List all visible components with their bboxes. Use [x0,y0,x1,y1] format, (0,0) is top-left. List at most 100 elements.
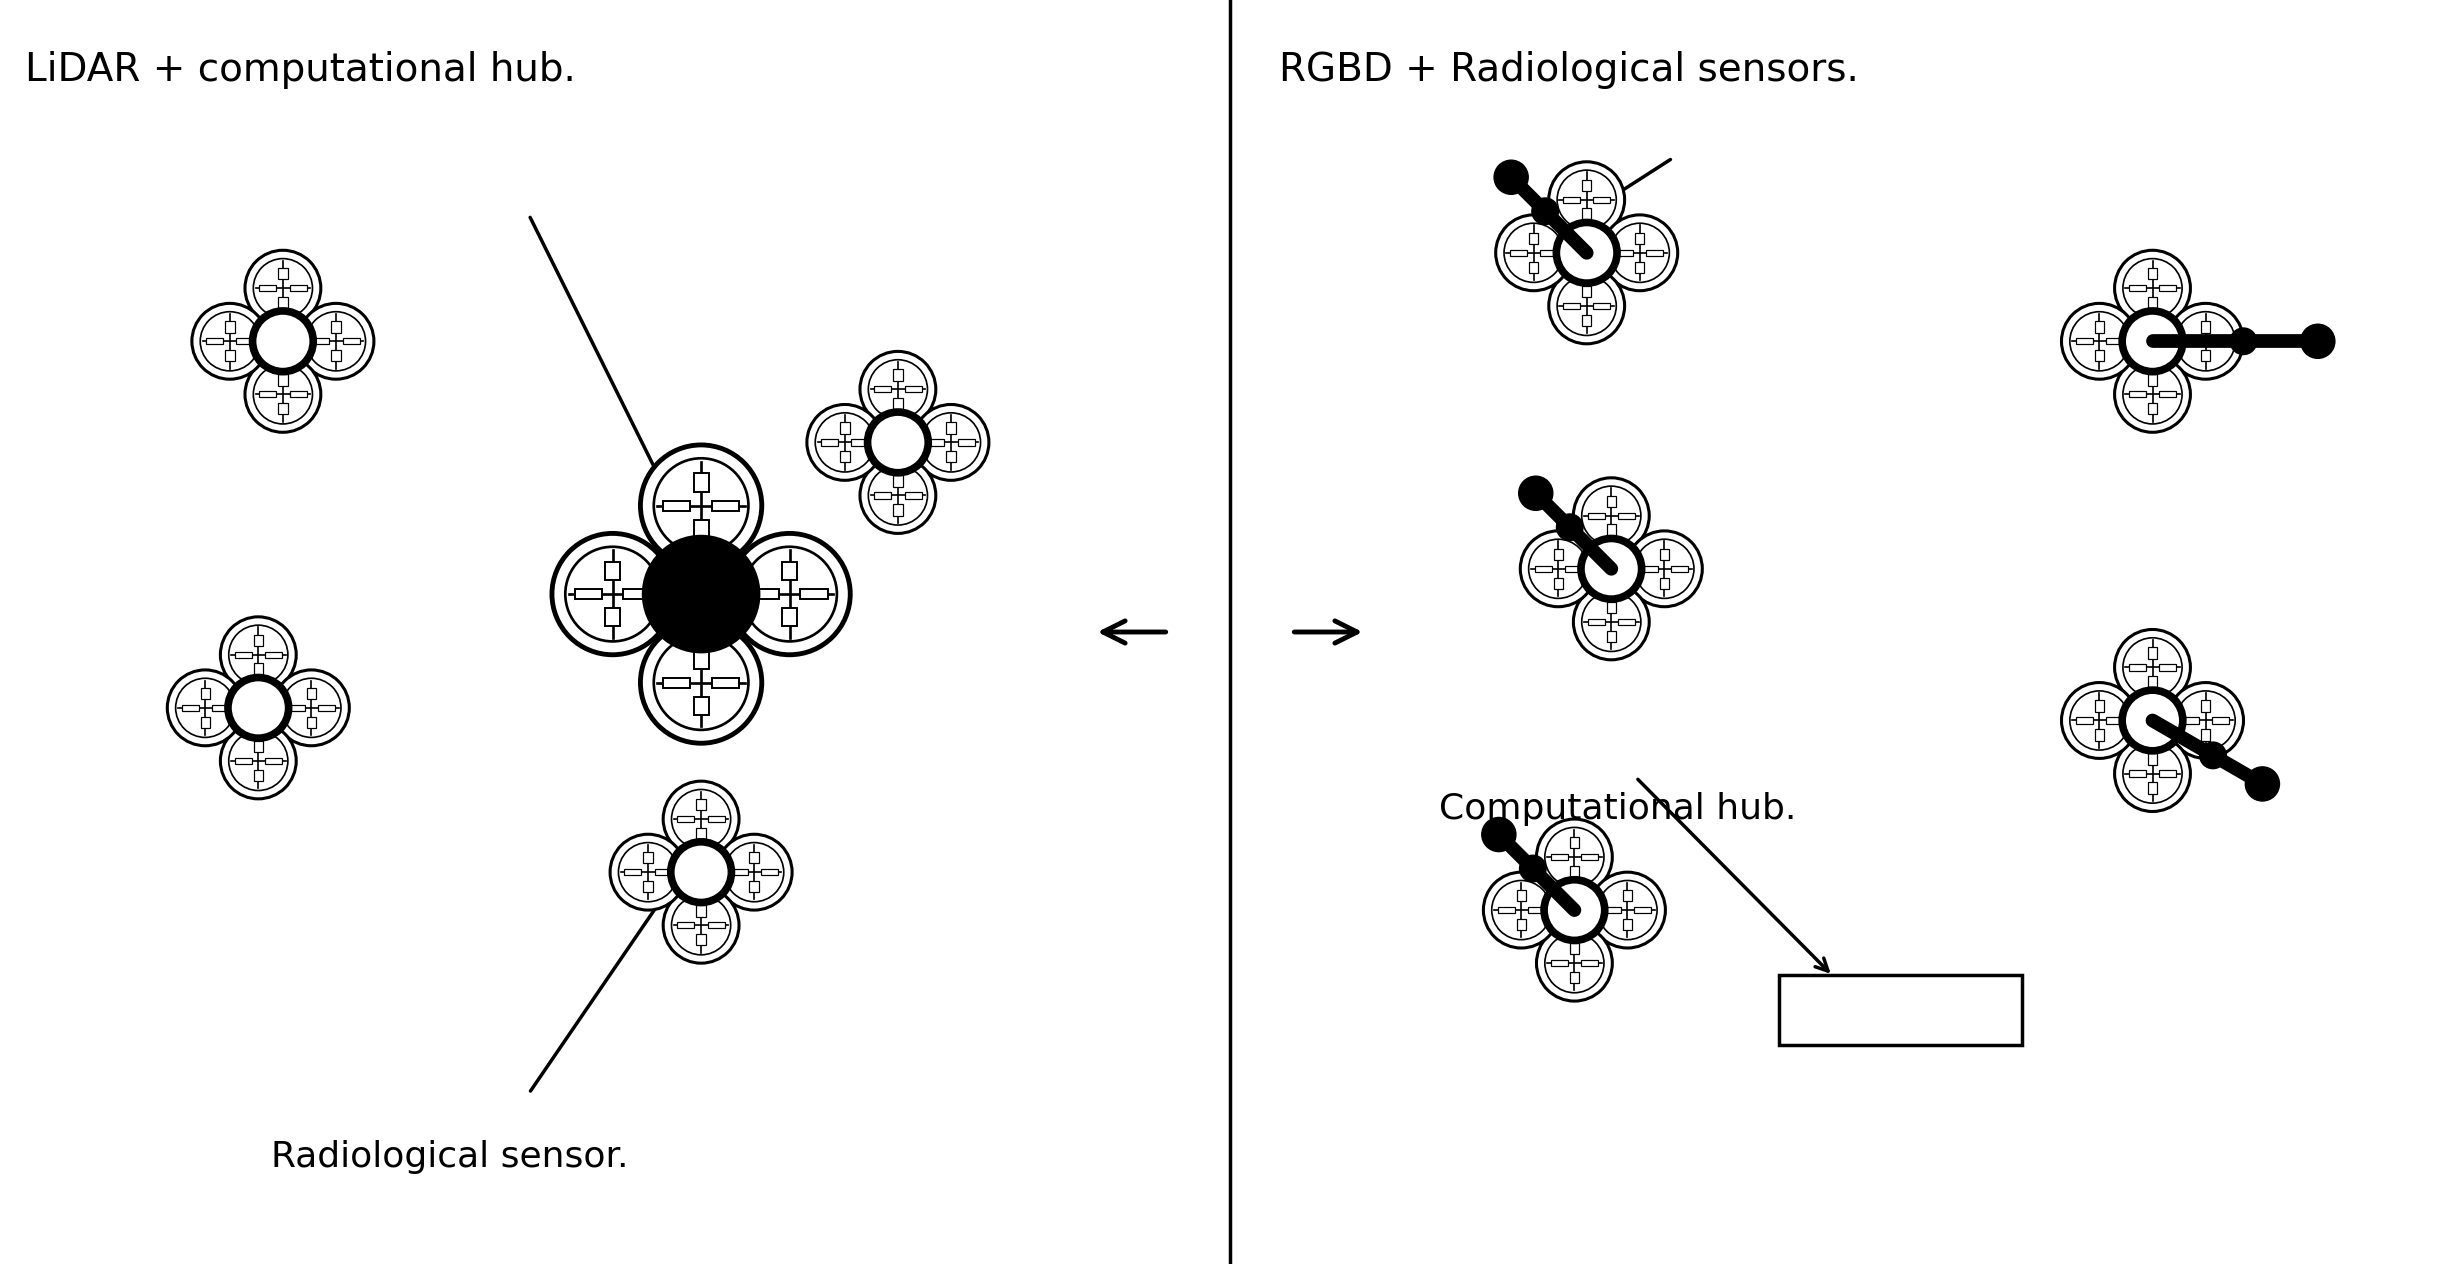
FancyBboxPatch shape [893,398,903,410]
FancyBboxPatch shape [645,852,652,863]
Ellipse shape [2116,356,2189,432]
FancyBboxPatch shape [258,392,276,397]
FancyBboxPatch shape [676,923,694,928]
Ellipse shape [868,412,927,473]
Ellipse shape [664,781,738,857]
Ellipse shape [1589,872,1665,948]
FancyBboxPatch shape [947,422,954,434]
FancyBboxPatch shape [2076,718,2093,723]
Ellipse shape [640,445,763,566]
FancyBboxPatch shape [1660,549,1668,560]
FancyBboxPatch shape [1530,233,1538,244]
FancyBboxPatch shape [1594,197,1611,202]
FancyBboxPatch shape [234,758,251,763]
FancyBboxPatch shape [1555,578,1562,589]
FancyBboxPatch shape [1641,566,1658,571]
FancyBboxPatch shape [308,688,315,699]
FancyBboxPatch shape [760,870,777,875]
FancyBboxPatch shape [664,501,691,511]
FancyBboxPatch shape [182,705,199,710]
FancyBboxPatch shape [278,297,288,308]
Ellipse shape [229,678,288,738]
Ellipse shape [672,842,731,902]
Ellipse shape [1582,538,1641,599]
FancyBboxPatch shape [2148,647,2157,659]
FancyBboxPatch shape [1582,286,1592,297]
FancyBboxPatch shape [696,905,706,916]
FancyBboxPatch shape [605,562,620,580]
FancyBboxPatch shape [2148,782,2157,794]
FancyBboxPatch shape [2212,718,2229,723]
FancyBboxPatch shape [2160,665,2177,670]
FancyBboxPatch shape [1569,943,1579,954]
FancyBboxPatch shape [1535,566,1552,571]
FancyBboxPatch shape [664,678,691,688]
FancyBboxPatch shape [1555,549,1562,560]
FancyBboxPatch shape [2202,700,2209,712]
Ellipse shape [253,311,312,372]
FancyBboxPatch shape [236,339,253,344]
FancyBboxPatch shape [266,758,283,763]
Ellipse shape [2061,683,2138,758]
FancyBboxPatch shape [851,440,868,445]
Ellipse shape [2300,325,2335,359]
FancyBboxPatch shape [1624,919,1631,930]
FancyBboxPatch shape [873,387,891,392]
FancyBboxPatch shape [2096,700,2103,712]
Ellipse shape [1626,531,1702,607]
Ellipse shape [1557,222,1616,283]
FancyBboxPatch shape [1518,919,1525,930]
FancyBboxPatch shape [893,504,903,516]
FancyBboxPatch shape [800,589,827,599]
FancyBboxPatch shape [1646,250,1663,255]
FancyBboxPatch shape [1624,890,1631,901]
FancyBboxPatch shape [708,817,726,822]
FancyBboxPatch shape [696,934,706,945]
FancyBboxPatch shape [226,321,234,332]
Ellipse shape [1557,514,1584,541]
FancyBboxPatch shape [1565,566,1582,571]
Ellipse shape [1493,161,1528,195]
Ellipse shape [1538,819,1611,895]
Ellipse shape [221,723,295,799]
FancyBboxPatch shape [288,705,305,710]
FancyBboxPatch shape [290,392,308,397]
FancyBboxPatch shape [2148,403,2157,415]
Ellipse shape [807,404,883,480]
FancyBboxPatch shape [822,440,839,445]
FancyBboxPatch shape [1619,619,1636,624]
FancyBboxPatch shape [1569,866,1579,877]
FancyBboxPatch shape [841,451,849,463]
FancyBboxPatch shape [1606,631,1616,642]
Ellipse shape [1601,215,1678,291]
FancyBboxPatch shape [1779,975,2022,1045]
FancyBboxPatch shape [332,321,339,332]
FancyBboxPatch shape [1550,961,1567,966]
Ellipse shape [2116,629,2189,705]
FancyBboxPatch shape [2160,392,2177,397]
FancyBboxPatch shape [2202,350,2209,362]
Ellipse shape [1520,856,1547,882]
FancyBboxPatch shape [1562,303,1579,308]
FancyBboxPatch shape [1587,513,1604,518]
Ellipse shape [2167,303,2244,379]
FancyBboxPatch shape [278,268,288,279]
FancyBboxPatch shape [253,635,263,646]
FancyBboxPatch shape [1582,961,1599,966]
FancyBboxPatch shape [207,339,224,344]
Ellipse shape [1483,872,1560,948]
FancyBboxPatch shape [2128,665,2145,670]
FancyBboxPatch shape [2106,718,2123,723]
Ellipse shape [273,670,349,746]
FancyBboxPatch shape [258,286,276,291]
FancyBboxPatch shape [927,440,945,445]
FancyBboxPatch shape [893,369,903,380]
FancyBboxPatch shape [278,374,288,386]
FancyBboxPatch shape [253,741,263,752]
FancyBboxPatch shape [1582,209,1592,220]
FancyBboxPatch shape [782,608,797,626]
FancyBboxPatch shape [2160,286,2177,291]
FancyBboxPatch shape [253,664,263,675]
FancyBboxPatch shape [1569,972,1579,983]
FancyBboxPatch shape [1562,197,1579,202]
